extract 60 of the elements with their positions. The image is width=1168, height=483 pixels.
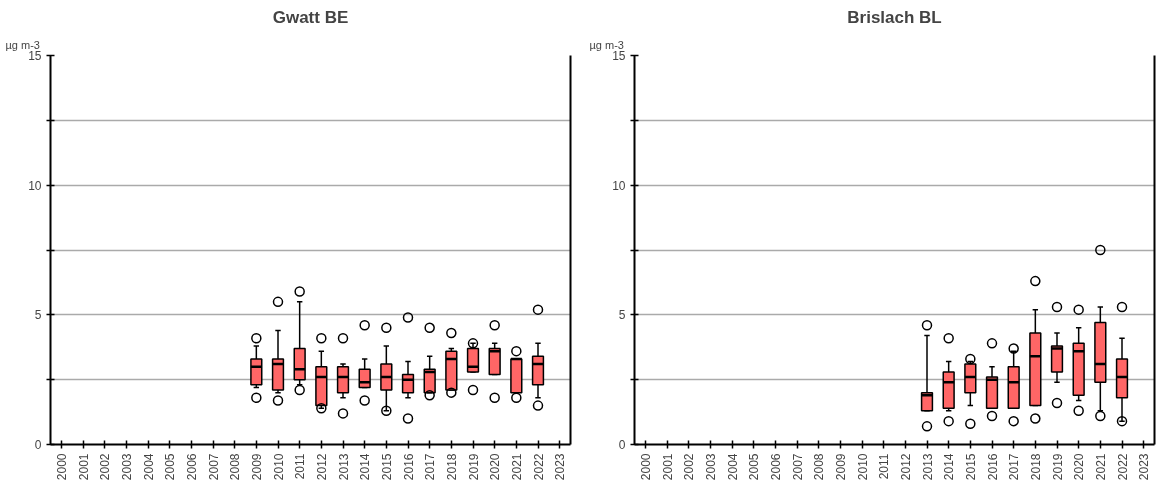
x-tick-label: 2020	[1072, 453, 1087, 481]
x-tick-label: 2002	[682, 453, 697, 481]
y-tick-label: 15	[612, 49, 626, 63]
x-tick-label: 2003	[119, 453, 134, 481]
y-tick-label: 10	[28, 178, 42, 193]
x-tick-label: 2022	[1115, 453, 1130, 481]
x-tick-label: 2003	[703, 453, 718, 481]
x-tick-label: 2017	[1007, 453, 1022, 481]
x-tick-label: 2023	[1137, 453, 1152, 481]
x-tick-label: 2020	[488, 453, 503, 481]
x-tick-label: 2017	[423, 453, 438, 481]
x-tick-label: 2006	[184, 453, 199, 481]
chart-title: Brislach BL	[847, 7, 942, 27]
x-tick-label: 2009	[833, 453, 848, 481]
x-tick-label: 2014	[942, 453, 957, 481]
x-tick-label: 2001	[76, 453, 91, 481]
y-axis-title: µg m-3	[5, 38, 40, 51]
x-tick-label: 2000	[54, 453, 69, 481]
x-tick-label: 2009	[249, 453, 264, 481]
x-tick-label: 2004	[725, 453, 740, 481]
x-tick-label: 2021	[1093, 453, 1108, 481]
x-tick-label: 2010	[271, 453, 286, 481]
x-tick-label: 2023	[553, 453, 568, 481]
chart-title: Gwatt BE	[272, 7, 349, 27]
x-tick-label: 2004	[141, 453, 156, 481]
y-axis-title: µg m-3	[589, 38, 624, 51]
y-tick-label: 5	[618, 308, 626, 323]
y-tick-label: 0	[618, 438, 626, 452]
y-tick-label: 10	[612, 178, 626, 193]
x-tick-label: 2018	[444, 453, 459, 481]
x-tick-label: 2014	[358, 453, 373, 481]
x-tick-label: 2013	[336, 453, 351, 481]
x-tick-label: 2005	[163, 453, 178, 481]
x-tick-label: 2006	[768, 453, 783, 481]
x-tick-label: 2016	[985, 453, 1000, 481]
x-tick-label: 2002	[98, 453, 113, 481]
x-tick-label: 2011	[877, 453, 892, 480]
y-tick-label: 5	[34, 308, 42, 323]
x-tick-label: 2011	[293, 453, 308, 480]
x-tick-label: 2018	[1028, 453, 1043, 481]
x-tick-label: 2019	[1050, 453, 1065, 481]
x-tick-label: 2022	[531, 453, 546, 481]
x-tick-label: 2008	[812, 453, 827, 481]
x-tick-label: 2012	[898, 453, 913, 481]
x-tick-label: 2021	[509, 453, 524, 481]
x-tick-label: 2001	[660, 453, 675, 481]
x-tick-label: 2008	[228, 453, 243, 481]
x-tick-label: 2015	[379, 453, 394, 481]
x-tick-label: 2013	[920, 453, 935, 481]
x-tick-label: 2007	[790, 453, 805, 481]
x-tick-label: 2005	[747, 453, 762, 481]
x-tick-label: 2012	[314, 453, 329, 481]
x-tick-label: 2000	[638, 453, 653, 481]
y-tick-label: 0	[34, 438, 42, 452]
x-tick-label: 2010	[855, 453, 870, 481]
x-tick-label: 2015	[963, 453, 978, 481]
x-tick-label: 2016	[401, 453, 416, 481]
x-tick-label: 2019	[466, 453, 481, 481]
y-tick-label: 15	[28, 49, 42, 63]
x-tick-label: 2007	[206, 453, 221, 481]
